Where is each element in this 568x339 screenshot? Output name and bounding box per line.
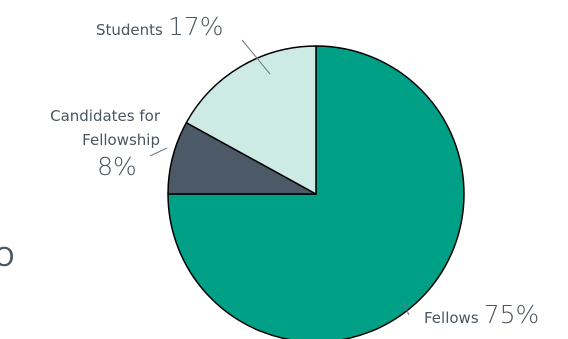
- fellows-percent: 75%: [483, 300, 540, 329]
- pie-slice-students: [185, 45, 317, 195]
- students-label: Students: [96, 21, 163, 39]
- leader-line-students: [241, 39, 271, 75]
- fellows-label: Fellows: [424, 309, 479, 327]
- pie-slices: [167, 45, 465, 339]
- leader-line-candidates: [149, 147, 168, 157]
- slice-label-fellows: Fellows 75%: [424, 300, 539, 329]
- leader-line-fellows: [402, 301, 410, 316]
- partial-edge-glyph: O: [0, 243, 14, 273]
- leader-lines: [149, 39, 410, 316]
- candidates-label-line2: Fellowship: [82, 131, 160, 149]
- slice-label-candidates: Candidates for Fellowship 8%: [12, 104, 160, 182]
- candidates-label-line1: Candidates for: [50, 107, 160, 125]
- students-percent: 17%: [167, 12, 224, 41]
- slice-label-students: Students 17%: [96, 12, 224, 41]
- candidates-percent: 8%: [97, 152, 137, 181]
